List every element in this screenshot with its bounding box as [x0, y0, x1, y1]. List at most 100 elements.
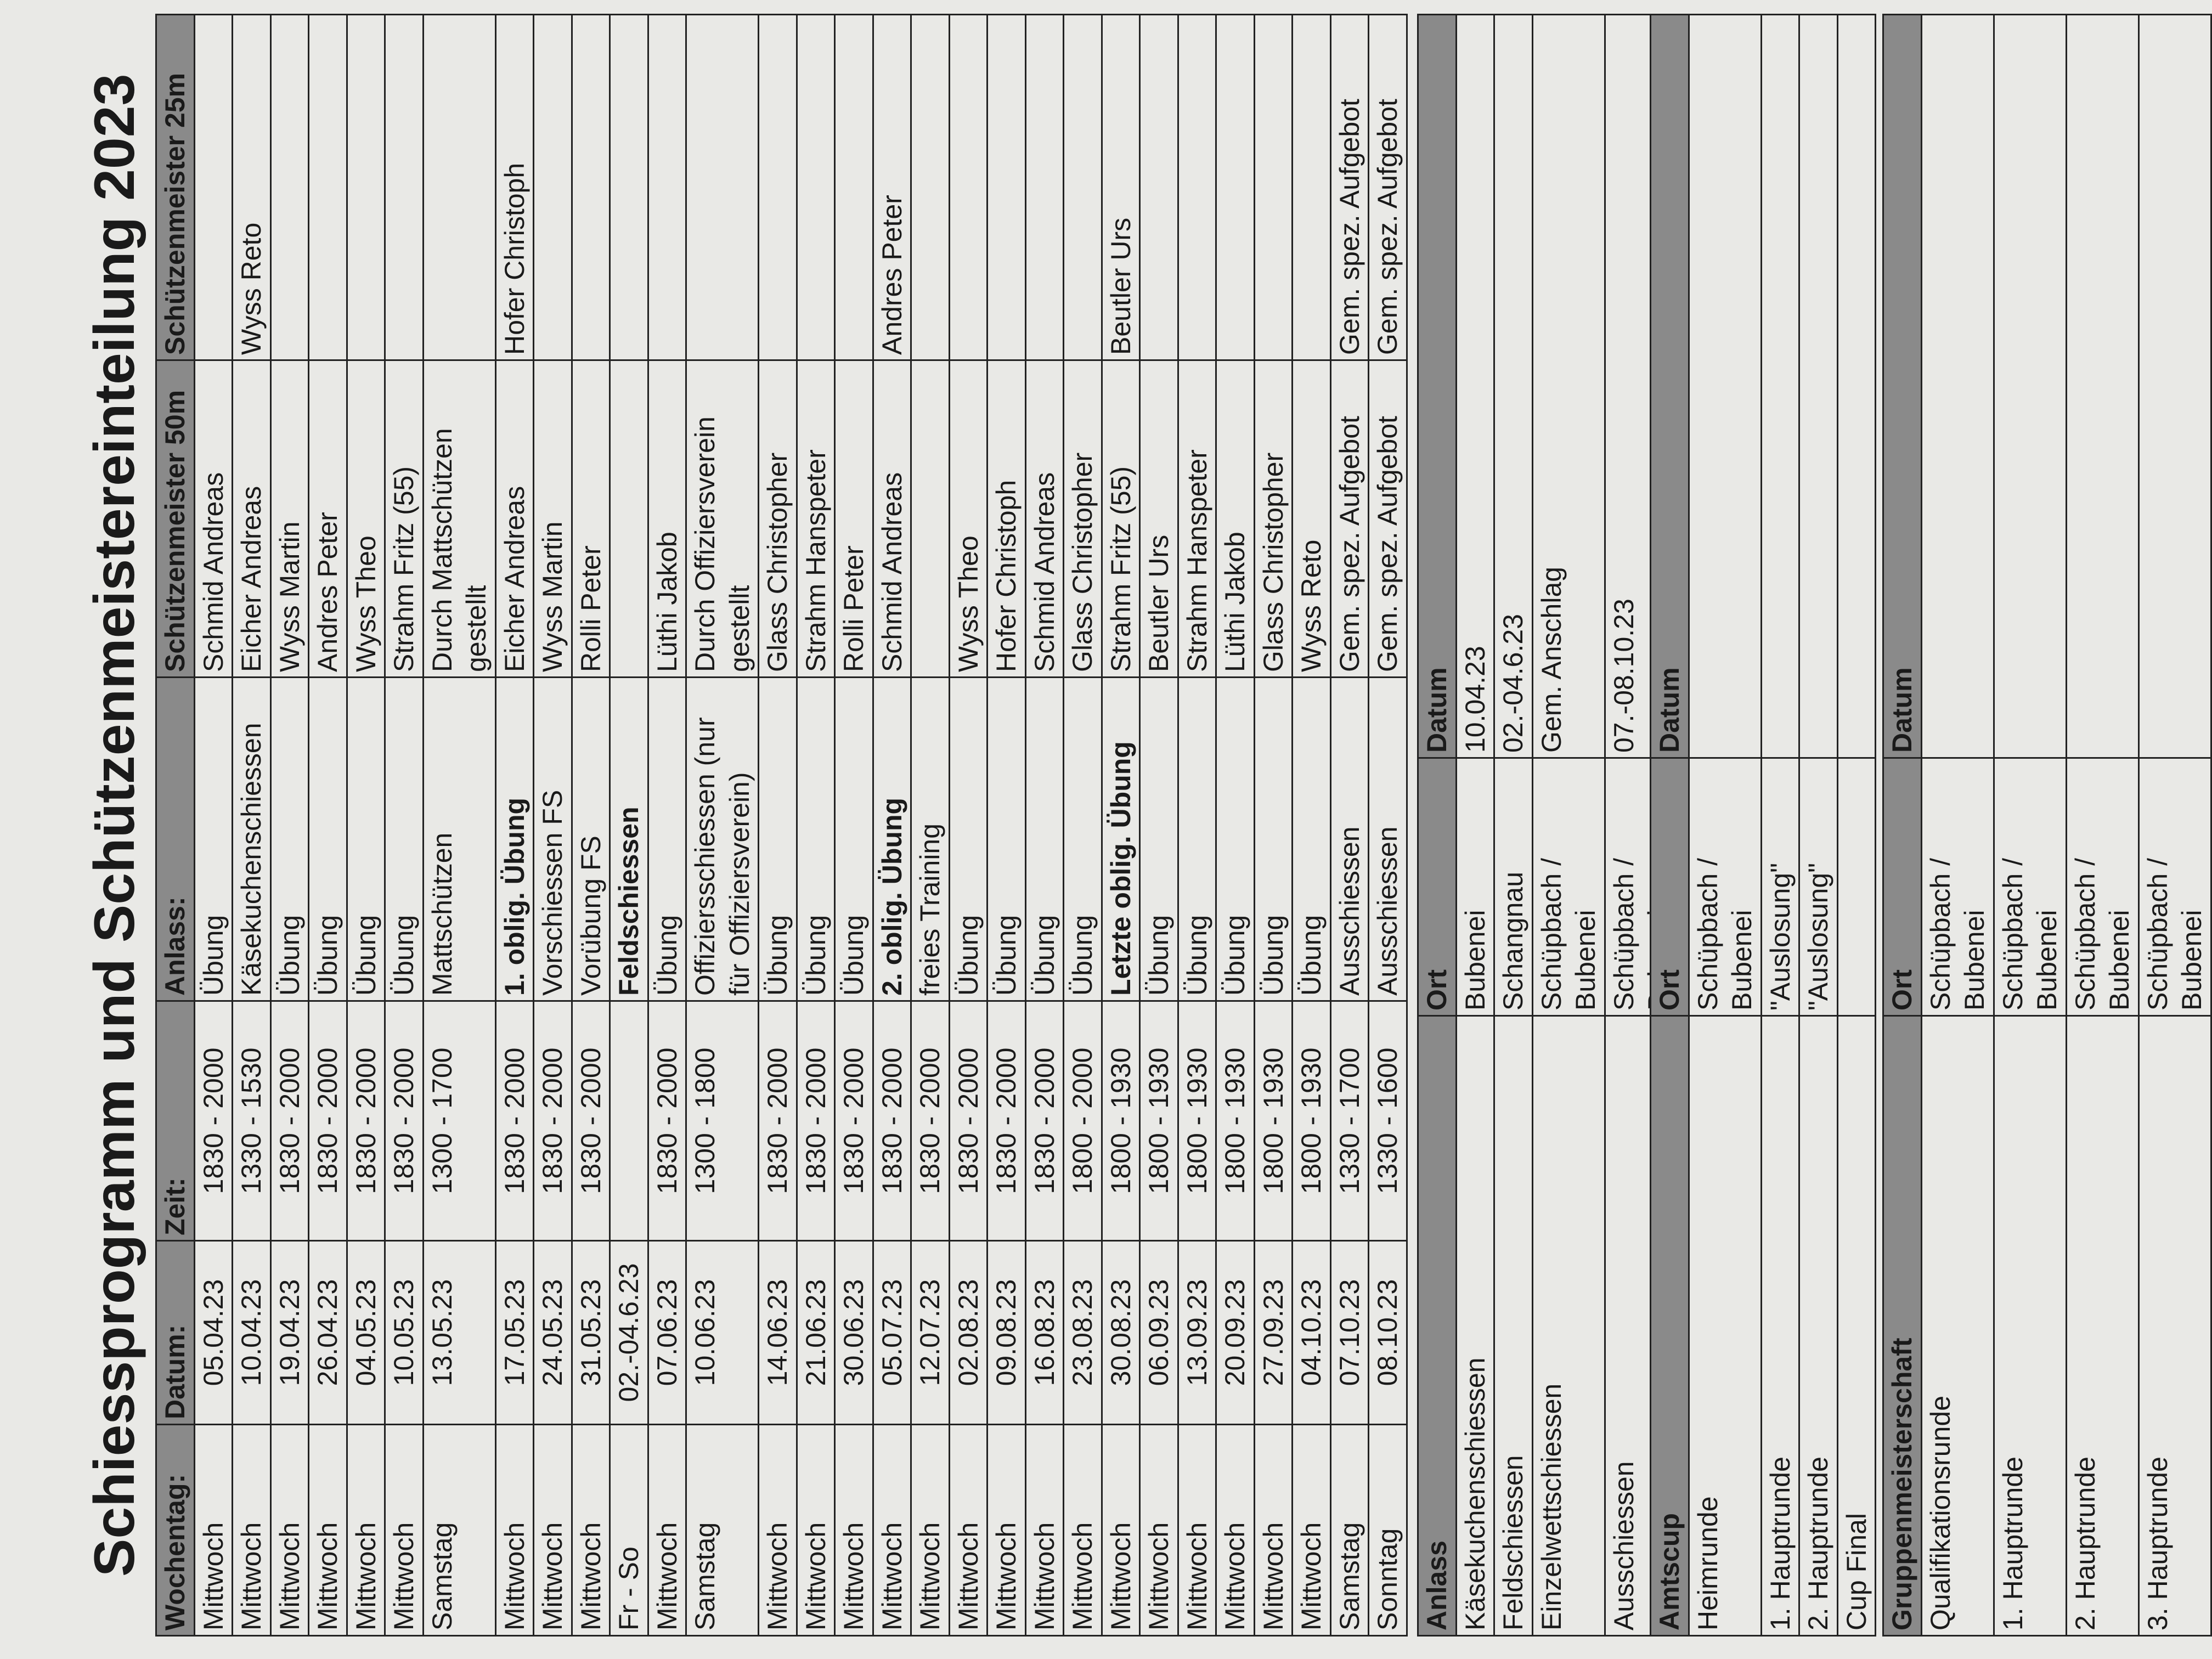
cell: Samstag: [686, 1424, 759, 1636]
cell: Übung: [347, 677, 385, 1001]
cell: [1063, 14, 1102, 360]
cell: Hofer Christoph: [987, 360, 1025, 678]
cell: 26.04.23: [308, 1240, 347, 1425]
cell: [1921, 14, 1994, 758]
cell: Rolli Peter: [572, 360, 610, 678]
cell: Lüthi Jakob: [1216, 360, 1254, 678]
cell: [610, 360, 648, 678]
cell: [1216, 14, 1254, 360]
row: Heimrunde Schüpbach / Bubenei: [1689, 14, 1761, 1636]
cell: 1830 - 2000: [758, 1001, 797, 1241]
cell: 07.10.23: [1330, 1240, 1369, 1425]
row: Mittwoch 04.10.23 1800 - 1930 Übung Wyss Ret…: [1292, 14, 1330, 1636]
cell: [1292, 14, 1330, 360]
header-cell: Anlass: [1418, 1015, 1456, 1636]
cell: [1689, 14, 1761, 758]
cell: Mittwoch: [533, 1424, 572, 1636]
cell: Glass Christopher: [1254, 360, 1293, 678]
cell: [834, 14, 873, 360]
cell: Lüthi Jakob: [648, 360, 686, 678]
row: Mittwoch 23.08.23 1800 - 2000 Übung Glass Ch…: [1063, 14, 1102, 1636]
cell: Mittwoch: [1254, 1424, 1293, 1636]
cell: 30.08.23: [1102, 1240, 1140, 1425]
cell: [987, 14, 1025, 360]
cell: 1830 - 2000: [194, 1001, 233, 1241]
row: Mittwoch 04.05.23 1830 - 2000 Übung Wyss The…: [347, 14, 385, 1636]
cell: 2. Hauptrunde: [1799, 1015, 1837, 1636]
cell: 1830 - 2000: [385, 1001, 423, 1241]
cell: 1830 - 2000: [347, 1001, 385, 1241]
cell: [347, 14, 385, 360]
header-cell: Wochentag:: [156, 1424, 194, 1636]
cell: Übung: [987, 677, 1025, 1001]
row: Mittwoch 19.04.23 1830 - 2000 Übung Wyss Mar…: [270, 14, 309, 1636]
row: 1. Hauptrunde Schüpbach / Bubenei: [1994, 14, 2066, 1636]
row: Mittwoch 30.06.23 1830 - 2000 Übung Rolli Pe…: [834, 14, 873, 1636]
cell: 02.-04.6.23: [1494, 14, 1532, 758]
cell: Wyss Reto: [232, 14, 270, 360]
header-cell: Ort: [1883, 758, 1921, 1016]
cell: 2. Hauptrunde: [2066, 1015, 2138, 1636]
cell: Mittwoch: [949, 1424, 988, 1636]
cell: 1830 - 2000: [1025, 1001, 1064, 1241]
cell: 1. oblig. Übung: [495, 677, 534, 1001]
cell: 1330 - 1530: [232, 1001, 270, 1241]
cell: Übung: [1178, 677, 1216, 1001]
cell: freies Training: [911, 677, 949, 1001]
cell: 19.04.23: [270, 1240, 309, 1425]
cell: Gem. spez. Aufgebot: [1330, 14, 1369, 360]
cell: Gem. spez. Aufgebot: [1330, 360, 1369, 678]
cell: Hofer Christoph: [495, 14, 534, 360]
title: Schiessprogramm und Schützenmeistereinte…: [83, 74, 146, 1577]
cell: Mittwoch: [385, 1424, 423, 1636]
cell: 1800 - 1930: [1292, 1001, 1330, 1241]
cell: Glass Christopher: [758, 360, 797, 678]
cell: 1830 - 2000: [495, 1001, 534, 1241]
header-cell: Amtscup: [1650, 1015, 1689, 1636]
cell: 16.08.23: [1025, 1240, 1064, 1425]
cell: [270, 14, 309, 360]
cell: [648, 14, 686, 360]
cell: 1830 - 2000: [911, 1001, 949, 1241]
row: Mittwoch 10.04.23 1330 - 1530 Käsekuchensch…: [232, 14, 270, 1636]
row: Mittwoch 07.06.23 1830 - 2000 Übung Lüthi Ja…: [648, 14, 686, 1636]
cell: Käsekuchenschiessen: [1456, 1015, 1494, 1636]
cell: "Auslosung": [1761, 758, 1799, 1016]
header-row: Amtscup Ort Datum: [1650, 14, 1689, 1636]
cell: [1254, 14, 1293, 360]
cell: Gem. spez. Aufgebot: [1368, 360, 1407, 678]
cell: Übung: [797, 677, 835, 1001]
cell: 1830 - 2000: [572, 1001, 610, 1241]
cell: 1830 - 2000: [873, 1001, 911, 1241]
cell: [423, 14, 495, 360]
header-cell: Zeit:: [156, 1001, 194, 1241]
cell: Mittwoch: [1139, 1424, 1178, 1636]
header-cell: Datum:: [156, 1240, 194, 1425]
cell: "Auslosung": [1799, 758, 1837, 1016]
cell: 1830 - 2000: [533, 1001, 572, 1241]
header-cell: Anlass:: [156, 677, 194, 1001]
cell: Käsekuchenschiessen: [232, 677, 270, 1001]
cell: Übung: [308, 677, 347, 1001]
cell: 1800 - 1930: [1216, 1001, 1254, 1241]
cell: 1800 - 1930: [1139, 1001, 1178, 1241]
cell: 1800 - 1930: [1178, 1001, 1216, 1241]
cell: Rolli Peter: [834, 360, 873, 678]
cell: Übung: [1292, 677, 1330, 1001]
anlass-table: Anlass Ort Datum Käsekuchenschiessen Bubenei…: [1417, 14, 1678, 1637]
cell: 31.05.23: [572, 1240, 610, 1425]
header-cell: Datum: [1418, 14, 1456, 758]
row: Fr - So 02.-04.6.23 Feldschiessen: [610, 14, 648, 1636]
cell: [1139, 14, 1178, 360]
cell: Beutler Urs: [1102, 14, 1140, 360]
row: Mittwoch 06.09.23 1800 - 1930 Übung Beutler …: [1139, 14, 1178, 1636]
row: 2. Hauptrunde "Auslosung": [1799, 14, 1837, 1636]
row: Mittwoch 26.04.23 1830 - 2000 Übung Andres P…: [308, 14, 347, 1636]
cell: Offiziersschiessen (nur für Offiziersver…: [686, 677, 759, 1001]
row: Mittwoch 05.07.23 1830 - 2000 2. oblig. Übu…: [873, 14, 911, 1636]
cell: 14.06.23: [758, 1240, 797, 1425]
cell: Einzelwettschiessen: [1532, 1015, 1605, 1636]
cell: [1799, 14, 1837, 758]
cell: 1800 - 2000: [1063, 1001, 1102, 1241]
